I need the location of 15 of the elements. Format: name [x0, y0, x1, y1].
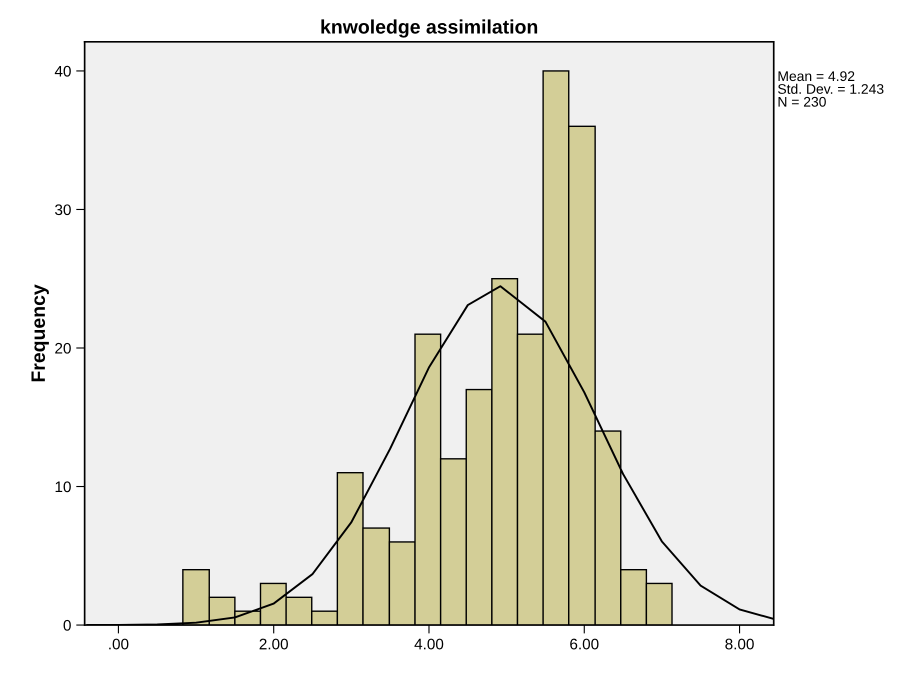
x-tick-label: .00	[109, 638, 128, 650]
y-tick-label: 20	[55, 342, 71, 354]
x-tick-label: 6.00	[570, 638, 599, 650]
chart-title: knwoledge assimilation	[321, 19, 538, 38]
y-axis-title: Frequency	[31, 284, 49, 382]
x-tick-label: 8.00	[725, 638, 754, 650]
y-tick-label: 10	[56, 481, 71, 492]
x-tick-label: 2.00	[260, 638, 288, 650]
text: Std. Dev. = 1.243	[778, 84, 884, 94]
y-tick-label: 40	[54, 66, 71, 77]
x-tick-label: 4.00	[414, 638, 444, 650]
y-tick-label: 0	[64, 620, 71, 631]
text: N = 230	[778, 96, 826, 107]
y-tick-label: 30	[55, 204, 71, 216]
text: Mean = 4.92	[778, 71, 854, 82]
